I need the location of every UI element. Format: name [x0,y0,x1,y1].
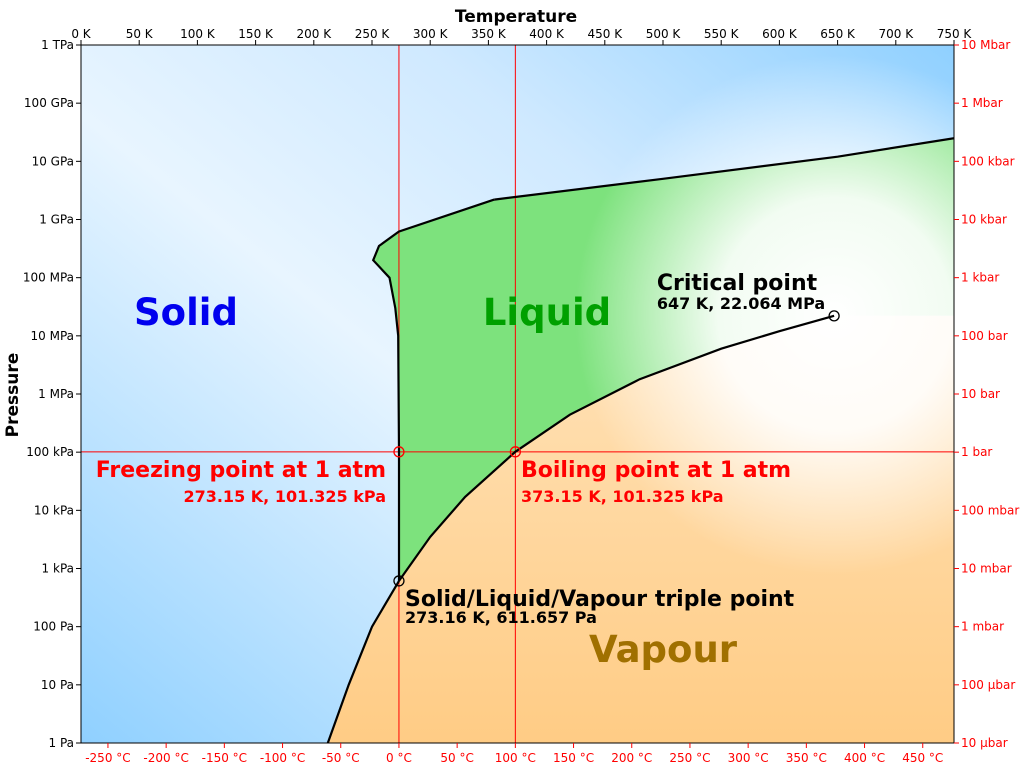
solid-liquid-boundary [371,198,495,581]
right-tick-label: 100 bar [961,329,1008,343]
freezing-point-values: 273.15 K, 101.325 kPa [183,487,386,506]
top-tick-label: 250 K [355,27,391,41]
bottom-tick-label: -100 °C [260,751,305,765]
bottom-tick-label: -150 °C [202,751,247,765]
triple-point-marker [393,575,405,587]
top-tick-label: 400 K [529,27,565,41]
right-tick-label: 100 µbar [961,678,1015,692]
left-tick-label: 10 MPa [31,329,75,343]
bottom-tick-label: 200 °C [611,751,652,765]
bottom-tick-label: 350 °C [786,751,827,765]
sublimation-boundary [326,580,400,743]
plot-area [81,45,954,743]
top-tick-label: 50 K [126,27,154,41]
bottom-tick-label: -200 °C [143,751,188,765]
right-tick-label: 10 mbar [961,562,1012,576]
left-tick-label: 1 GPa [39,213,74,227]
right-axis-bar: 10 Mbar 1 Mbar 100 kbar 10 kbar 1 kbar 100 ba… [954,38,1019,750]
vapour-region-label: Vapour [589,628,738,671]
top-tick-label: 200 K [297,27,333,41]
top-tick-label: 450 K [588,27,624,41]
top-tick-label: 300 K [413,27,449,41]
solid-region-label: Solid [134,291,238,334]
top-tick-label: 650 K [820,27,856,41]
right-tick-label: 10 Mbar [961,38,1010,52]
right-tick-label: 10 bar [961,387,1000,401]
bottom-tick-label: -250 °C [85,751,130,765]
left-tick-label: 1 kPa [42,562,74,576]
top-axis-kelvin: 0 K 50 K 100 K 150 K 200 K 250 K 300 K 350 K 400… [71,27,972,45]
top-tick-label: 600 K [762,27,798,41]
bottom-tick-label: 0 °C [386,751,412,765]
left-tick-label: 10 kPa [34,503,74,517]
left-tick-label: 10 Pa [41,678,74,692]
bottom-tick-label: 300 °C [728,751,769,765]
right-tick-label: 10 kbar [961,213,1007,227]
right-tick-label: 1 bar [961,445,992,459]
left-tick-label: 100 kPa [26,445,74,459]
right-tick-label: 1 mbar [961,620,1004,634]
triple-point-values: 273.16 K, 611.657 Pa [405,608,597,627]
triple-point-title: Solid/Liquid/Vapour triple point [405,587,795,612]
bottom-tick-label: -50 °C [322,751,360,765]
bottom-axis-celsius: -250 °C -200 °C -150 °C -100 °C -50 °C 0 °C 50… [85,743,943,765]
left-tick-label: 1 MPa [38,387,74,401]
left-tick-label: 100 GPa [24,96,74,110]
top-tick-label: 500 K [646,27,682,41]
freezing-point-marker [393,446,405,458]
top-tick-label: 150 K [238,27,274,41]
liquid-region-label: Liquid [483,291,611,334]
bottom-tick-label: 100 °C [495,751,536,765]
left-tick-label: 100 MPa [23,271,74,285]
right-tick-label: 10 µbar [961,736,1008,750]
freezing-point-title: Freezing point at 1 atm [96,458,386,483]
left-tick-label: 1 Pa [49,736,75,750]
top-tick-label: 350 K [471,27,507,41]
left-axis-title: Pressure [3,353,23,438]
vaporization-boundary [398,314,835,582]
left-tick-label: 1 TPa [41,38,74,52]
critical-point-values: 647 K, 22.064 MPa [657,294,825,313]
top-axis-title: Temperature [455,7,577,27]
left-tick-label: 10 GPa [32,154,74,168]
boiling-point-marker [509,446,521,458]
top-tick-label: 100 K [180,27,216,41]
bottom-tick-label: 400 °C [844,751,885,765]
right-tick-label: 1 kbar [961,271,999,285]
left-axis-pascal: 1 TPa 100 GPa 10 GPa 1 GPa 100 MPa 10 MPa 1 MP… [23,38,81,750]
left-tick-label: 100 Pa [33,620,74,634]
bottom-tick-label: 450 °C [902,751,943,765]
right-tick-label: 100 kbar [961,154,1015,168]
top-tick-label: 550 K [704,27,740,41]
critical-point-title: Critical point [657,271,818,296]
critical-point-marker [828,310,840,322]
boiling-point-values: 373.15 K, 101.325 kPa [521,487,724,506]
supercritical-glow [81,45,954,743]
high-pressure-solid-boundary [494,137,954,201]
bottom-tick-label: 150 °C [553,751,594,765]
top-tick-label: 750 K [937,27,973,41]
bottom-tick-label: 50 °C [440,751,473,765]
top-tick-label: 700 K [879,27,915,41]
boiling-point-title: Boiling point at 1 atm [521,458,791,483]
top-tick-label: 0 K [71,27,91,41]
right-tick-label: 1 Mbar [961,96,1003,110]
right-tick-label: 100 mbar [961,503,1019,517]
bottom-tick-label: 250 °C [669,751,710,765]
